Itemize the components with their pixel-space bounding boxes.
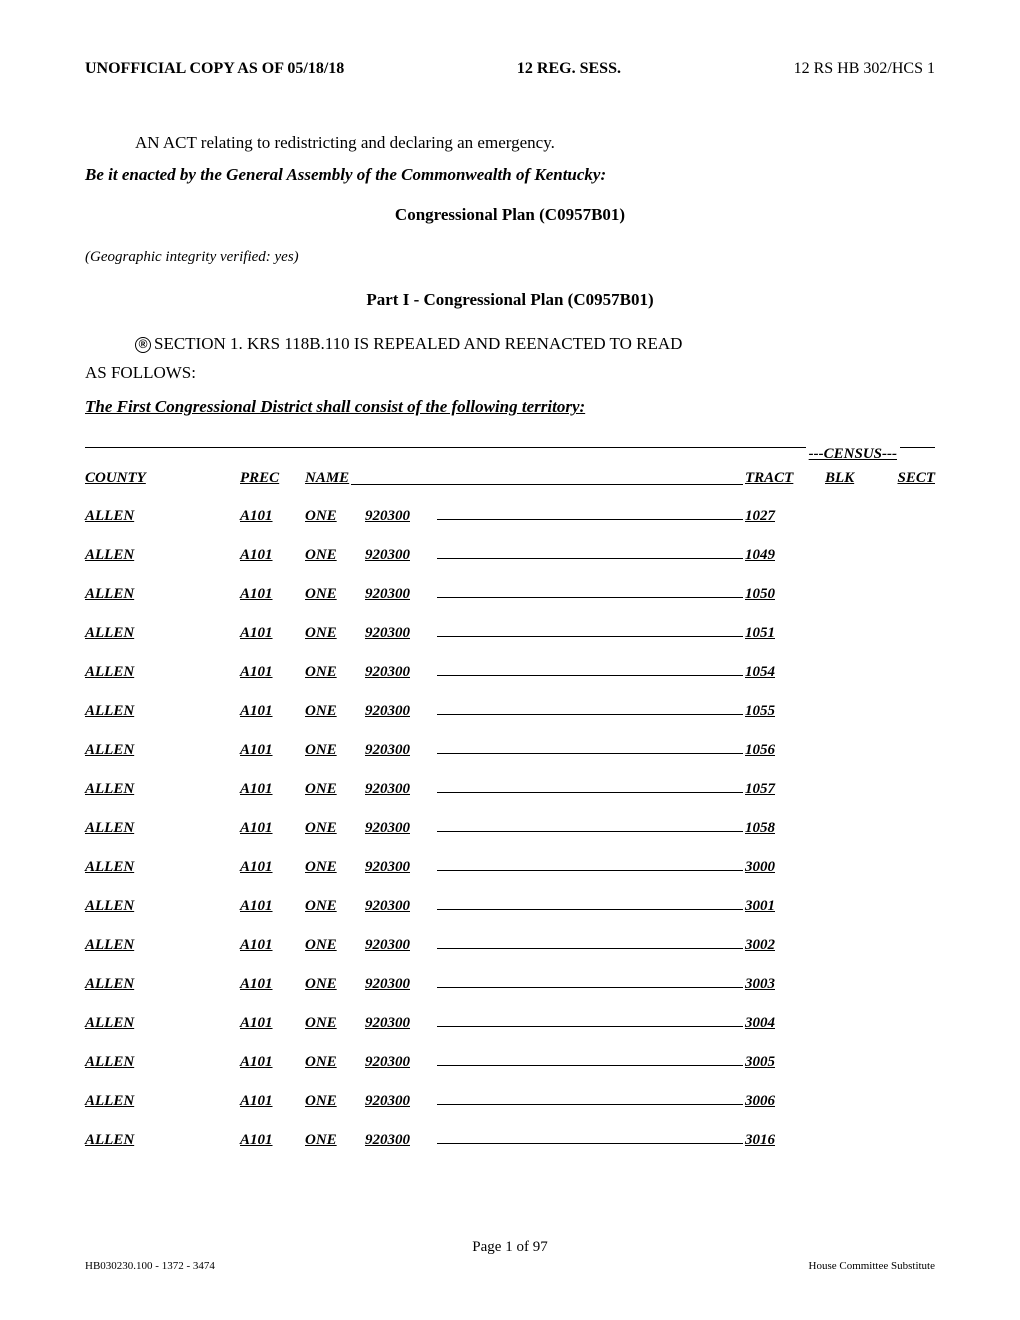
table-row: ALLENA101ONE9203003006 xyxy=(85,1090,935,1110)
col-blk: BLK xyxy=(825,470,885,487)
section-line: ®SECTION 1. KRS 118B.110 IS REPEALED AND… xyxy=(135,324,935,363)
table-row: ALLENA101ONE9203001055 xyxy=(85,700,935,720)
as-follows: AS FOLLOWS: xyxy=(85,363,935,383)
table-row: ALLENA101ONE9203003000 xyxy=(85,856,935,876)
header-left: UNOFFICIAL COPY AS OF 05/18/18 xyxy=(85,60,344,78)
footer-left: HB030230.100 - 1372 - 3474 xyxy=(85,1260,215,1272)
district-line: The First Congressional District shall c… xyxy=(85,397,935,417)
plan-title: Congressional Plan (C0957B01) xyxy=(85,205,935,225)
table-header: COUNTY PREC NAME TRACT BLK SECT xyxy=(85,470,935,487)
table-row: ALLENA101ONE9203003004 xyxy=(85,1012,935,1032)
table-row: ALLENA101ONE9203001049 xyxy=(85,544,935,564)
section-text: SECTION 1. KRS 118B.110 IS REPEALED AND … xyxy=(154,334,682,353)
page-footer: Page 1 of 97 HB030230.100 - 1372 - 3474 … xyxy=(85,1239,935,1272)
col-sect: SECT xyxy=(885,470,935,487)
verified-line: (Geographic integrity verified: yes) xyxy=(85,249,935,266)
table-row: ALLENA101ONE9203001027 xyxy=(85,505,935,525)
table-row: ALLENA101ONE9203001054 xyxy=(85,661,935,681)
col-prec: PREC xyxy=(240,470,305,487)
census-label: ---CENSUS--- xyxy=(809,446,897,462)
act-line: AN ACT relating to redistricting and dec… xyxy=(135,133,935,153)
table-row: ALLENA101ONE9203001050 xyxy=(85,583,935,603)
section-marker-icon: ® xyxy=(135,337,151,353)
table-row: ALLENA101ONE9203003001 xyxy=(85,895,935,915)
part-title: Part I - Congressional Plan (C0957B01) xyxy=(85,290,935,310)
page-number: Page 1 of 97 xyxy=(85,1239,935,1256)
table-row: ALLENA101ONE9203003016 xyxy=(85,1129,935,1149)
col-tract: TRACT xyxy=(745,470,825,487)
table-row: ALLENA101ONE9203003005 xyxy=(85,1051,935,1071)
header-right: 12 RS HB 302/HCS 1 xyxy=(794,60,935,78)
footer-right: House Committee Substitute xyxy=(809,1260,936,1272)
table-row: ALLENA101ONE9203001057 xyxy=(85,778,935,798)
table-row: ALLENA101ONE9203001056 xyxy=(85,739,935,759)
table-row: ALLENA101ONE9203003003 xyxy=(85,973,935,993)
table-row: ALLENA101ONE9203001051 xyxy=(85,622,935,642)
header-mid: 12 REG. SESS. xyxy=(517,60,621,78)
table-body: ALLENA101ONE9203001027 ALLENA101ONE920300… xyxy=(85,505,935,1149)
enact-line: Be it enacted by the General Assembly of… xyxy=(85,165,935,185)
header-underline xyxy=(351,470,743,485)
table-row: ALLENA101ONE9203001058 xyxy=(85,817,935,837)
table-row: ALLENA101ONE9203003002 xyxy=(85,934,935,954)
col-county: COUNTY xyxy=(85,470,240,487)
page-header: UNOFFICIAL COPY AS OF 05/18/18 12 REG. S… xyxy=(85,60,935,78)
col-name: NAME xyxy=(305,470,349,487)
